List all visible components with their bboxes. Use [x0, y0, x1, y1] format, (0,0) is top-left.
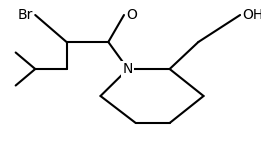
Text: N: N — [123, 62, 133, 76]
Text: O: O — [127, 8, 138, 22]
Text: OH: OH — [243, 8, 261, 22]
Text: Br: Br — [17, 8, 33, 22]
